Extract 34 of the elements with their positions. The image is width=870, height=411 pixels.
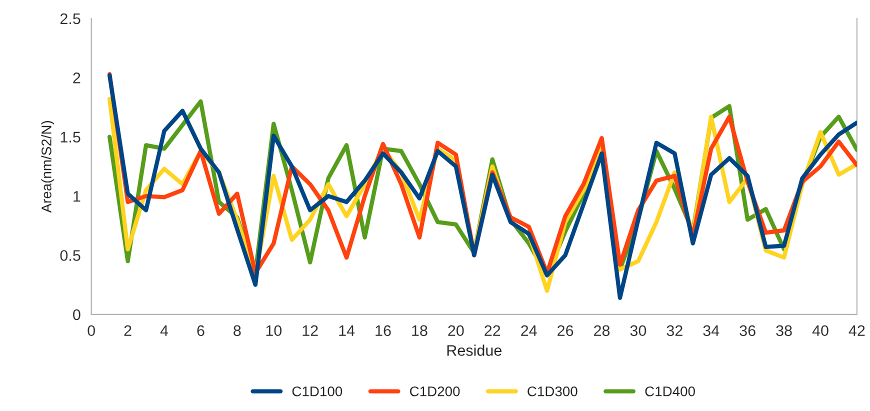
x-tick-label: 24 [521, 325, 537, 336]
x-tick-label: 42 [848, 325, 865, 336]
x-tick-label: 8 [234, 325, 241, 336]
y-tick-label: 1 [74, 191, 80, 202]
y-tick-label: 0.5 [60, 250, 80, 261]
x-tick-label: 26 [558, 325, 574, 336]
legend-label: C1D400 [645, 386, 695, 396]
x-tick-label: 18 [412, 325, 428, 336]
x-tick-label: 22 [484, 325, 500, 336]
x-tick-label: 38 [776, 325, 792, 336]
x-tick-label: 12 [302, 325, 318, 336]
x-tick-label: 4 [160, 325, 168, 336]
x-tick-label: 34 [703, 325, 720, 336]
x-tick-label: 14 [339, 325, 355, 336]
y-tick-label: 2 [73, 72, 80, 84]
x-tick-label: 32 [666, 325, 682, 336]
x-tick-label: 36 [740, 325, 756, 336]
x-tick-label: 10 [266, 325, 282, 336]
x-tick-label: 30 [630, 325, 646, 336]
x-tick-label: 28 [594, 325, 610, 336]
x-axis-title: Residue [447, 344, 502, 356]
legend-label: C1D200 [410, 386, 460, 396]
x-tick-label: 6 [197, 325, 204, 336]
x-tick-label: 20 [448, 325, 464, 336]
legend-label: C1D100 [292, 386, 342, 396]
y-tick-label: 1.5 [60, 132, 80, 143]
x-tick-label: 0 [88, 325, 95, 336]
y-tick-label: 0 [73, 309, 80, 320]
y-tick-label: 2.5 [60, 13, 80, 24]
legend-label: C1D300 [528, 386, 578, 396]
x-tick-label: 16 [376, 325, 391, 336]
x-tick-label: 2 [124, 325, 132, 336]
y-axis-title: Area(nm/S2/N) [41, 121, 54, 213]
x-tick-label: 40 [812, 325, 828, 336]
